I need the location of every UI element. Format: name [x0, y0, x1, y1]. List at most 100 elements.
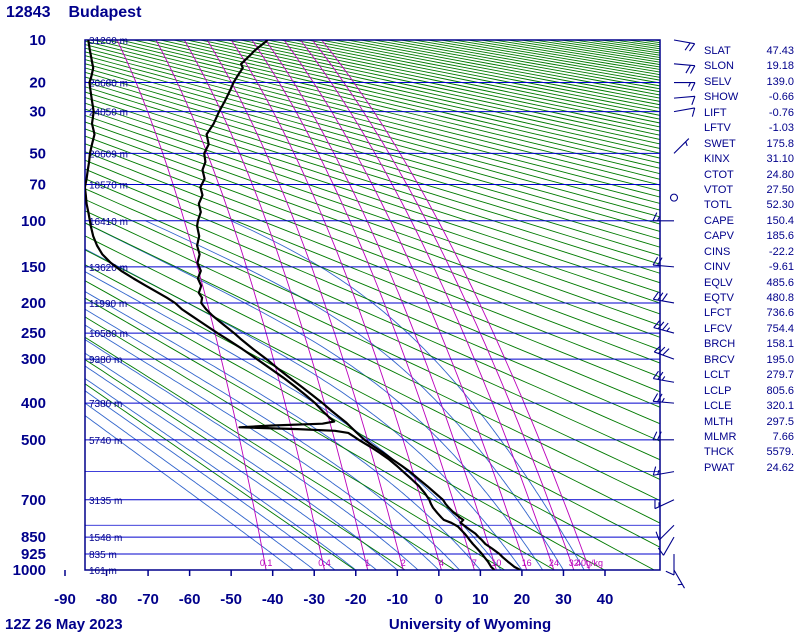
- index-row: PWAT 24.62: [704, 461, 794, 476]
- index-label: LFCT: [704, 307, 732, 320]
- index-value: 279.7: [766, 369, 794, 382]
- wind-barb: [652, 291, 675, 304]
- pressure-label: 700: [21, 492, 46, 509]
- pressure-label: 200: [21, 295, 46, 312]
- height-label: 10580 m: [89, 329, 128, 340]
- index-row: CINV -9.61: [704, 260, 794, 275]
- index-value: -9.61: [768, 261, 794, 274]
- index-row: SELV 139.0: [704, 75, 794, 90]
- index-value: 52.30: [766, 199, 794, 212]
- height-labels: 31260 m 26680 m 24050 m 20609 m 18570 m 16410…: [89, 36, 128, 577]
- height-label: 24050 m: [89, 108, 128, 119]
- station-id: 12843: [6, 4, 51, 21]
- height-label: 1548 m: [89, 533, 122, 544]
- wind-barb: [674, 81, 696, 91]
- mixing-ratio-label: 1: [365, 558, 370, 568]
- index-row: SLON 19.18: [704, 59, 794, 74]
- index-row: EQTV 480.8: [704, 291, 794, 306]
- index-value: 754.4: [766, 322, 794, 335]
- temp-tick-label: 40: [597, 591, 614, 608]
- index-label: VTOT: [704, 183, 734, 196]
- index-label: KINX: [704, 153, 730, 166]
- wind-barb: [653, 320, 675, 334]
- index-row: CTOT 24.80: [704, 168, 794, 183]
- indices-panel: SLAT 47.43 SLON 19.18 SELV 139.0 SHOW -0.66 LIFT…: [704, 44, 794, 476]
- index-value: 139.0: [766, 75, 794, 88]
- dewpoint-trace: [85, 40, 496, 570]
- index-label: CINV: [704, 261, 731, 274]
- index-row: VTOT 27.50: [704, 183, 794, 198]
- page-title: 12843 Budapest: [6, 4, 141, 22]
- wind-barb: [655, 524, 675, 541]
- index-row: BRCH 158.1: [704, 337, 794, 352]
- mixing-ratio-label: 10: [491, 558, 501, 568]
- pressure-label: 500: [21, 432, 46, 449]
- index-value: 297.5: [766, 415, 794, 428]
- index-label: TOTL: [704, 199, 732, 212]
- pressure-label: 250: [21, 325, 46, 342]
- index-label: LCLP: [704, 384, 732, 397]
- moist-adiabats: [85, 220, 585, 570]
- index-value: 27.50: [766, 183, 794, 196]
- wind-barb: [673, 39, 696, 52]
- pressure-label: 20: [29, 75, 46, 92]
- index-row: CAPV 185.6: [704, 229, 794, 244]
- index-value: 185.6: [766, 230, 794, 243]
- temp-tick-label: -90: [54, 591, 76, 608]
- temp-tick-label: 20: [514, 591, 531, 608]
- height-label: 3135 m: [89, 496, 122, 507]
- index-row: LFCT 736.6: [704, 306, 794, 321]
- index-label: LCLE: [704, 400, 732, 413]
- index-label: SELV: [704, 75, 732, 88]
- temp-tick-label: 30: [555, 591, 572, 608]
- index-value: 7.66: [772, 430, 794, 443]
- index-label: BRCH: [704, 338, 736, 351]
- height-label: 18570 m: [89, 180, 128, 191]
- index-value: -0.66: [768, 91, 794, 104]
- pressure-label: 100: [21, 213, 46, 230]
- index-label: SLAT: [704, 45, 731, 57]
- wind-barb: [673, 95, 696, 105]
- index-value: -0.76: [768, 106, 794, 119]
- index-label: LFTV: [704, 122, 731, 135]
- index-label: SWET: [704, 137, 736, 150]
- index-label: LFCV: [704, 322, 733, 335]
- index-value: 175.8: [766, 137, 794, 150]
- index-label: EQTV: [704, 292, 734, 304]
- index-row: TOTL 52.30: [704, 198, 794, 213]
- index-value: -1.03: [768, 122, 794, 135]
- wind-barbs: [652, 39, 696, 589]
- index-value: 24.80: [766, 168, 794, 181]
- index-value: 31.10: [766, 153, 794, 166]
- index-value: 195.0: [766, 353, 794, 366]
- index-row: EQLV 485.6: [704, 276, 794, 291]
- index-row: LCLT 279.7: [704, 368, 794, 383]
- temp-tick-label: -30: [303, 591, 325, 608]
- index-row: MLMR 7.66: [704, 430, 794, 445]
- height-label: 13620 m: [89, 263, 128, 274]
- mixing-ratio-label: 0.1: [260, 558, 273, 568]
- pressure-label: 400: [21, 395, 46, 412]
- index-value: 150.4: [766, 214, 794, 227]
- index-row: SWET 175.8: [704, 137, 794, 152]
- height-label: 161 m: [89, 566, 117, 577]
- mixing-ratio-label: 24: [549, 558, 559, 568]
- index-label: SHOW: [704, 91, 739, 104]
- index-row: SHOW -0.66: [704, 90, 794, 105]
- wind-barb: [657, 536, 675, 556]
- pressure-label: 300: [21, 351, 46, 368]
- wind-barb: [665, 554, 675, 576]
- index-row: LIFT -0.76: [704, 106, 794, 121]
- mixing-ratio-label: 16: [522, 558, 532, 568]
- mixing-ratio-label: 0.4: [318, 558, 331, 568]
- temperature-labels: -90 -80 -70 -60 -50 -40 -30 -20 -10 0 10 20 30 40: [54, 570, 613, 608]
- mixing-ratio-label: 2: [401, 558, 406, 568]
- index-label: CAPE: [704, 214, 734, 227]
- dry-adiabats: [85, 40, 660, 570]
- wind-barb: [673, 138, 690, 154]
- wind-barb: [673, 569, 685, 589]
- mixing-ratio-lines: [116, 40, 590, 570]
- timestamp: 12Z 26 May 2023: [5, 616, 123, 633]
